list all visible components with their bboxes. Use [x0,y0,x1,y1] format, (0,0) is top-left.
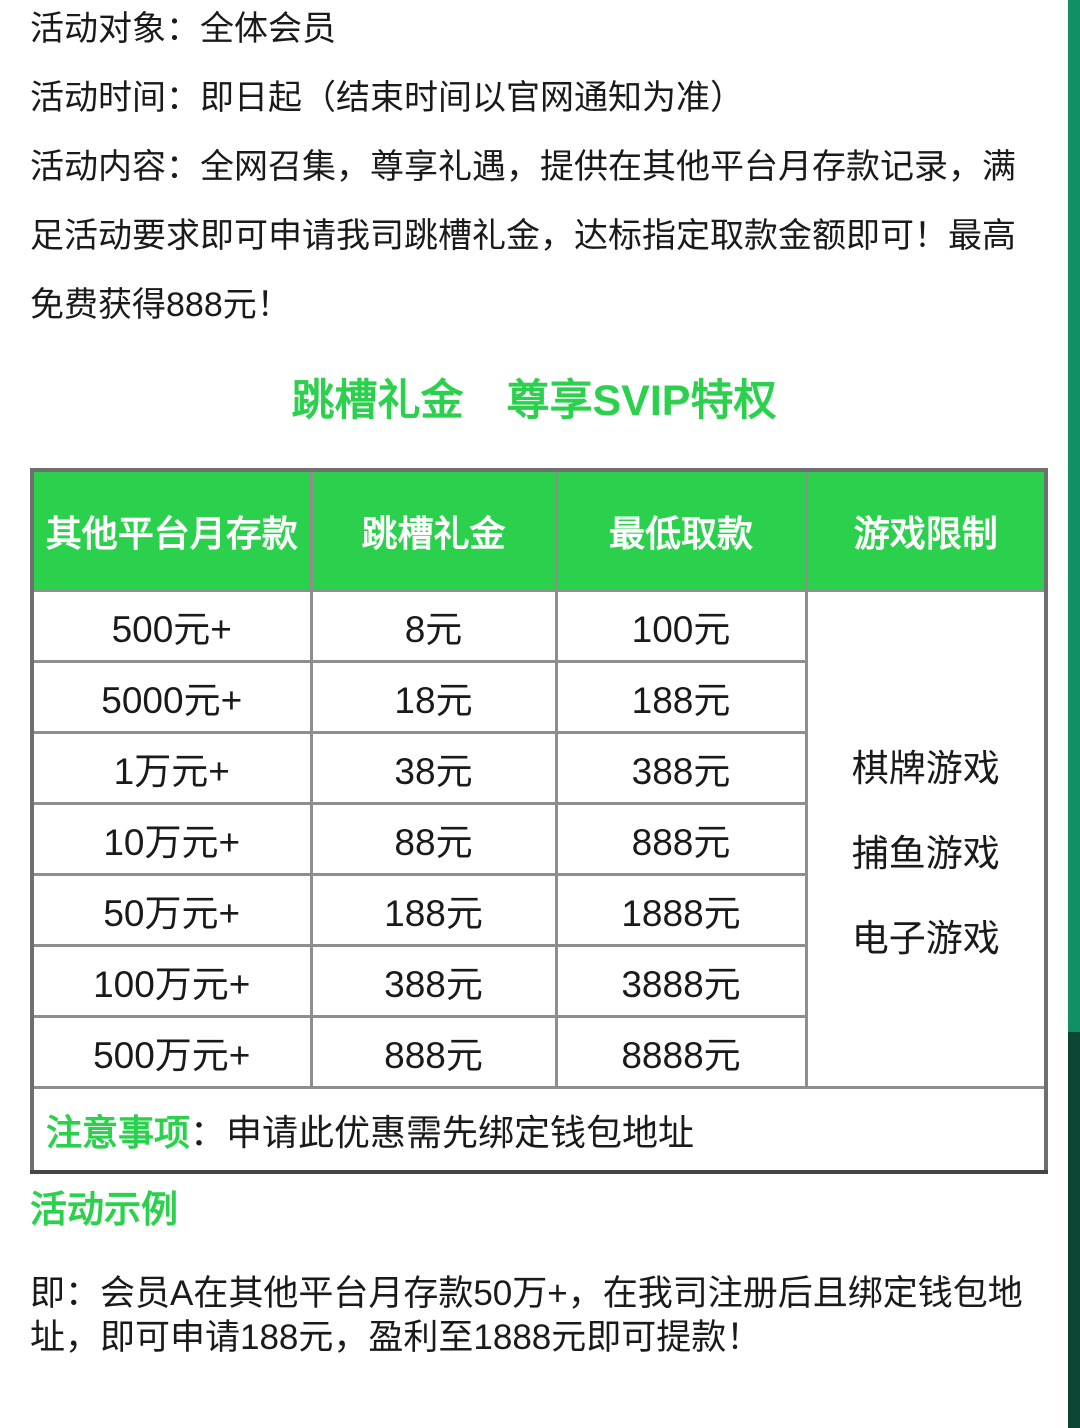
table-row: 1万元+ 38元 388元 [30,731,1046,805]
example-section: 即：会员A在其他平台月存款50万+，在我司注册后且绑定钱包地 址，即可申请188… [30,1272,1023,1360]
intro-line-time: 活动时间：即日起（结束时间以官网通知为准） [30,79,744,117]
note-label: 注意事项 [46,1111,191,1153]
game-restriction-board: 棋牌游戏 [851,748,1000,789]
right-edge-strip [1068,0,1080,1428]
note-text: ：申请此优惠需先绑定钱包地址 [190,1111,695,1153]
table-row: 500万元+ 888元 8888元 [30,1015,1046,1089]
table-row: 50万元+ 188元 1888元 [30,873,1046,947]
cell-min-withdraw: 8888元 [554,1015,808,1089]
promo-headline: 跳槽礼金 尊享SVIP特权 [291,377,777,425]
example-line-1: 即：会员A在其他平台月存款50万+，在我司注册后且绑定钱包地 [30,1274,1023,1313]
col-header-deposit: 其他平台月存款 [30,468,313,592]
cell-bonus: 888元 [309,1015,558,1089]
col-header-min-withdraw: 最低取款 [554,468,808,592]
intro-section: 活动对象：全体会员 活动时间：即日起（结束时间以官网通知为准） 活动内容：全网召… [30,0,1016,340]
example-title: 活动示例 [30,1189,178,1230]
col-header-game-limit: 游戏限制 [804,468,1048,592]
col-header-bonus: 跳槽礼金 [309,468,558,592]
cell-bonus: 8元 [309,589,558,663]
table-header-row: 其他平台月存款 跳槽礼金 最低取款 游戏限制 [30,468,1048,592]
intro-line-content1: 活动内容：全网召集，尊享礼遇，提供在其他平台月存款记录，满 [30,148,1016,186]
note-cell: 注意事项：申请此优惠需先绑定钱包地址 [30,1086,1048,1174]
cell-min-withdraw: 3888元 [554,944,808,1018]
cell-deposit: 1万元+ [30,731,313,805]
example-line-2: 址，即可申请188元，盈利至1888元即可提款！ [30,1318,762,1357]
cell-deposit: 500万元+ [30,1015,313,1089]
cell-bonus: 38元 [309,731,558,805]
cell-min-withdraw: 188元 [554,660,808,734]
intro-line-content3: 免费获得888元！ [30,286,291,324]
cell-bonus: 188元 [309,873,558,947]
cell-deposit: 50万元+ [30,873,313,947]
table-row: 500元+ 8元 100元 棋牌游戏 捕鱼游戏 电子游戏 [30,589,1048,1089]
cell-min-withdraw: 100元 [554,589,808,663]
table-row: 5000元+ 18元 188元 [30,660,1046,734]
cell-bonus: 388元 [309,944,558,1018]
cell-deposit: 100万元+ [30,944,313,1018]
cell-deposit: 5000元+ [30,660,313,734]
cell-deposit: 500元+ [30,589,313,663]
cell-deposit: 10万元+ [30,802,313,876]
table-row: 10万元+ 88元 888元 [30,802,1046,876]
game-restrictions-cell: 棋牌游戏 捕鱼游戏 电子游戏 [804,589,1048,1089]
right-edge-strip-bottom [1068,1032,1080,1428]
cell-bonus: 88元 [309,802,558,876]
cell-min-withdraw: 888元 [554,802,808,876]
note-row: 注意事项：申请此优惠需先绑定钱包地址 [30,1086,1048,1174]
intro-line-target: 活动对象：全体会员 [30,10,336,48]
game-restriction-slots: 电子游戏 [851,918,1000,959]
cell-min-withdraw: 388元 [554,731,808,805]
promo-table: 其他平台月存款 跳槽礼金 最低取款 游戏限制 500元+ 8元 100元 棋牌游… [30,468,1048,1174]
game-restriction-fishing: 捕鱼游戏 [851,833,1000,874]
cell-bonus: 18元 [309,660,558,734]
intro-line-content2: 足活动要求即可申请我司跳槽礼金，达标指定取款金额即可！最高 [30,217,1016,255]
cell-min-withdraw: 1888元 [554,873,808,947]
right-edge-strip-top [1068,0,1080,1032]
table-row: 100万元+ 388元 3888元 [30,944,1046,1018]
